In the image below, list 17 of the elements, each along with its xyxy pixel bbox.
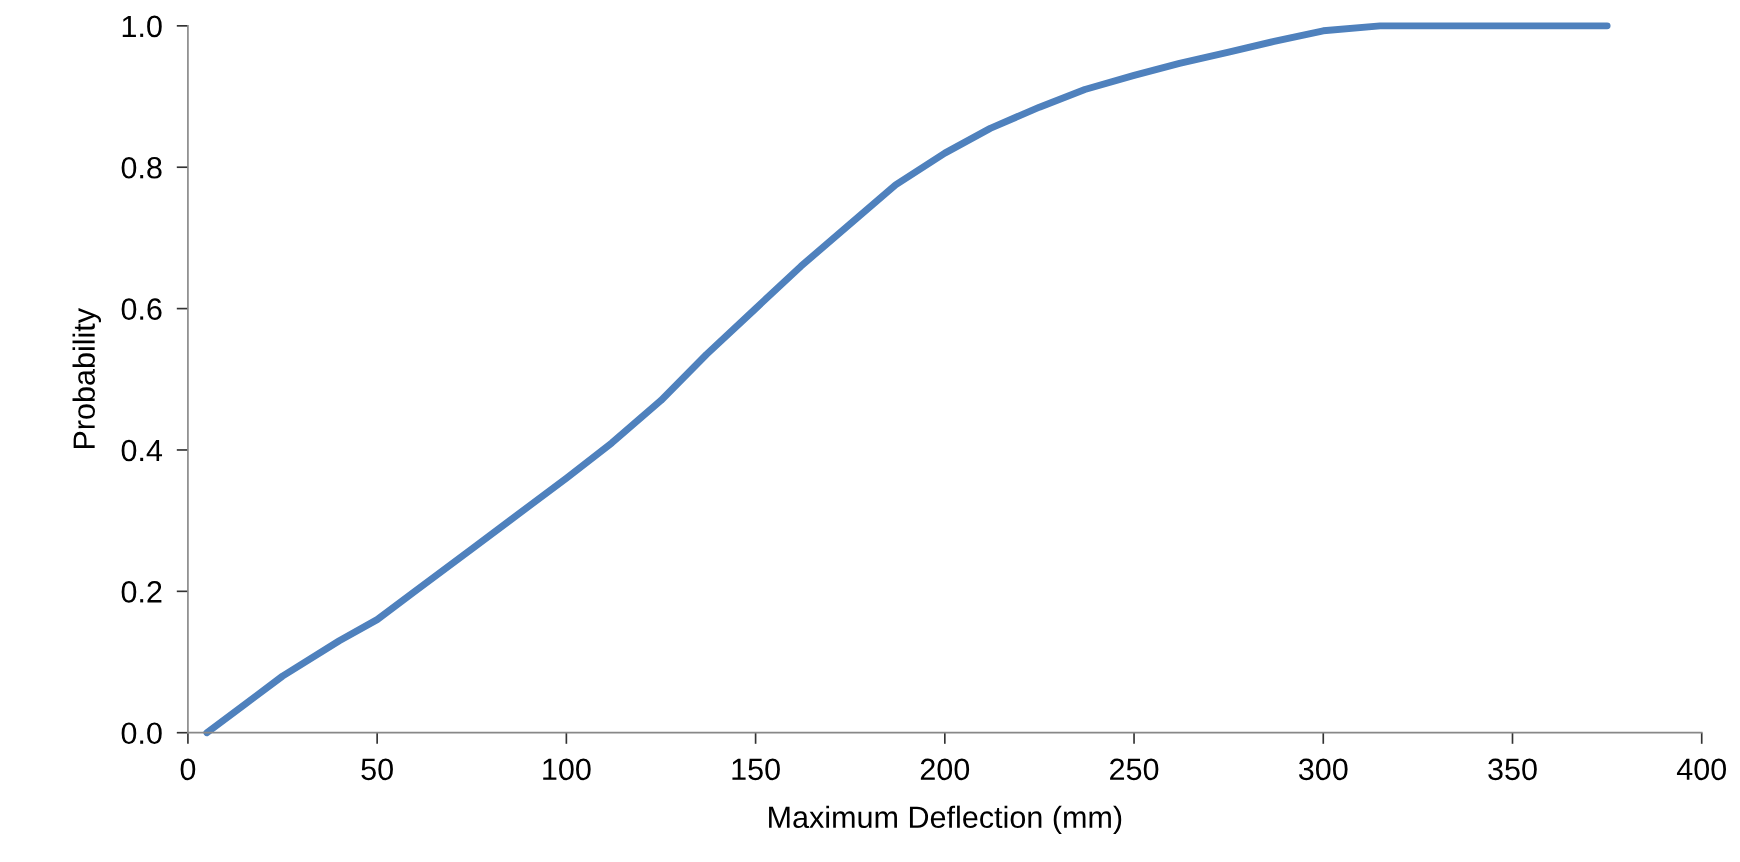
y-tick-label: 1.0 [122,15,162,38]
y-axis-title: Probability [72,308,101,449]
y-tick-label: 0.8 [121,156,162,179]
x-tick-label: 200 [920,758,970,781]
y-tick-label: 0.6 [121,298,162,320]
x-tick-label: 100 [543,758,591,781]
x-tick-label: 300 [1298,758,1348,781]
x-tick-label: 0 [180,758,196,781]
x-tick-label: 150 [732,758,780,781]
x-tick-label: 400 [1676,758,1727,781]
y-tick-label: 0.2 [121,581,162,603]
x-tick-label: 350 [1488,758,1537,781]
y-tick-label: 0.4 [121,439,163,462]
x-tick-label: 250 [1110,758,1159,781]
y-tick-label: 0.0 [121,722,162,745]
x-tick-label: 50 [361,758,393,781]
x-axis-title: Maximum Deflection (mm) [769,805,1122,835]
